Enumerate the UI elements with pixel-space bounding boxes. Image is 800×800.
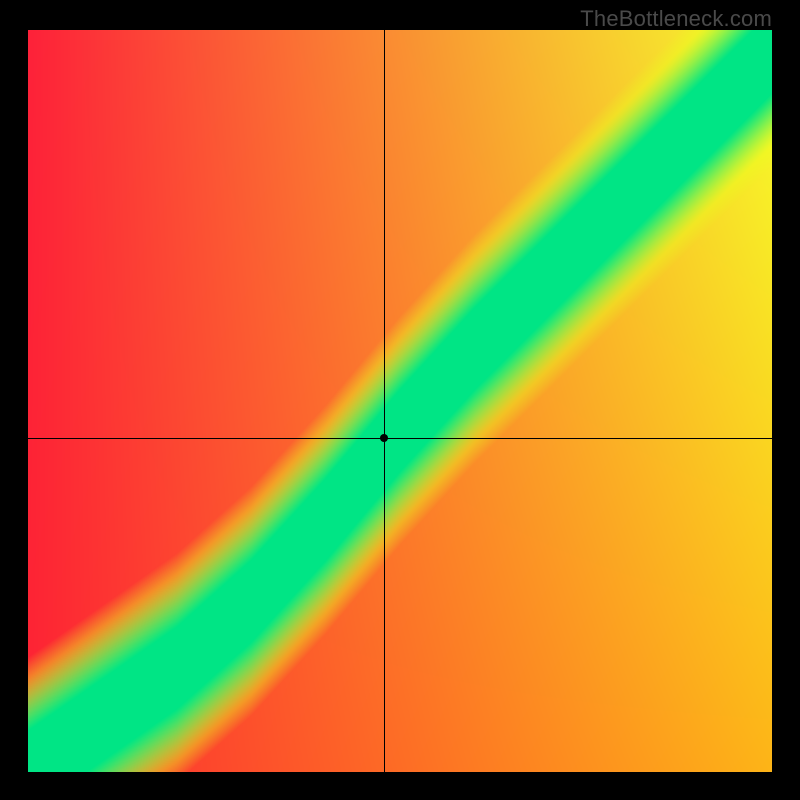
crosshair-dot bbox=[380, 434, 388, 442]
frame-left bbox=[0, 30, 28, 772]
watermark-text: TheBottleneck.com bbox=[580, 6, 772, 32]
crosshair-vertical bbox=[384, 30, 385, 772]
heatmap-plot bbox=[28, 30, 772, 772]
frame-right bbox=[772, 30, 800, 772]
heatmap-canvas bbox=[28, 30, 772, 772]
crosshair-horizontal bbox=[28, 438, 772, 439]
frame-bottom bbox=[0, 772, 800, 800]
